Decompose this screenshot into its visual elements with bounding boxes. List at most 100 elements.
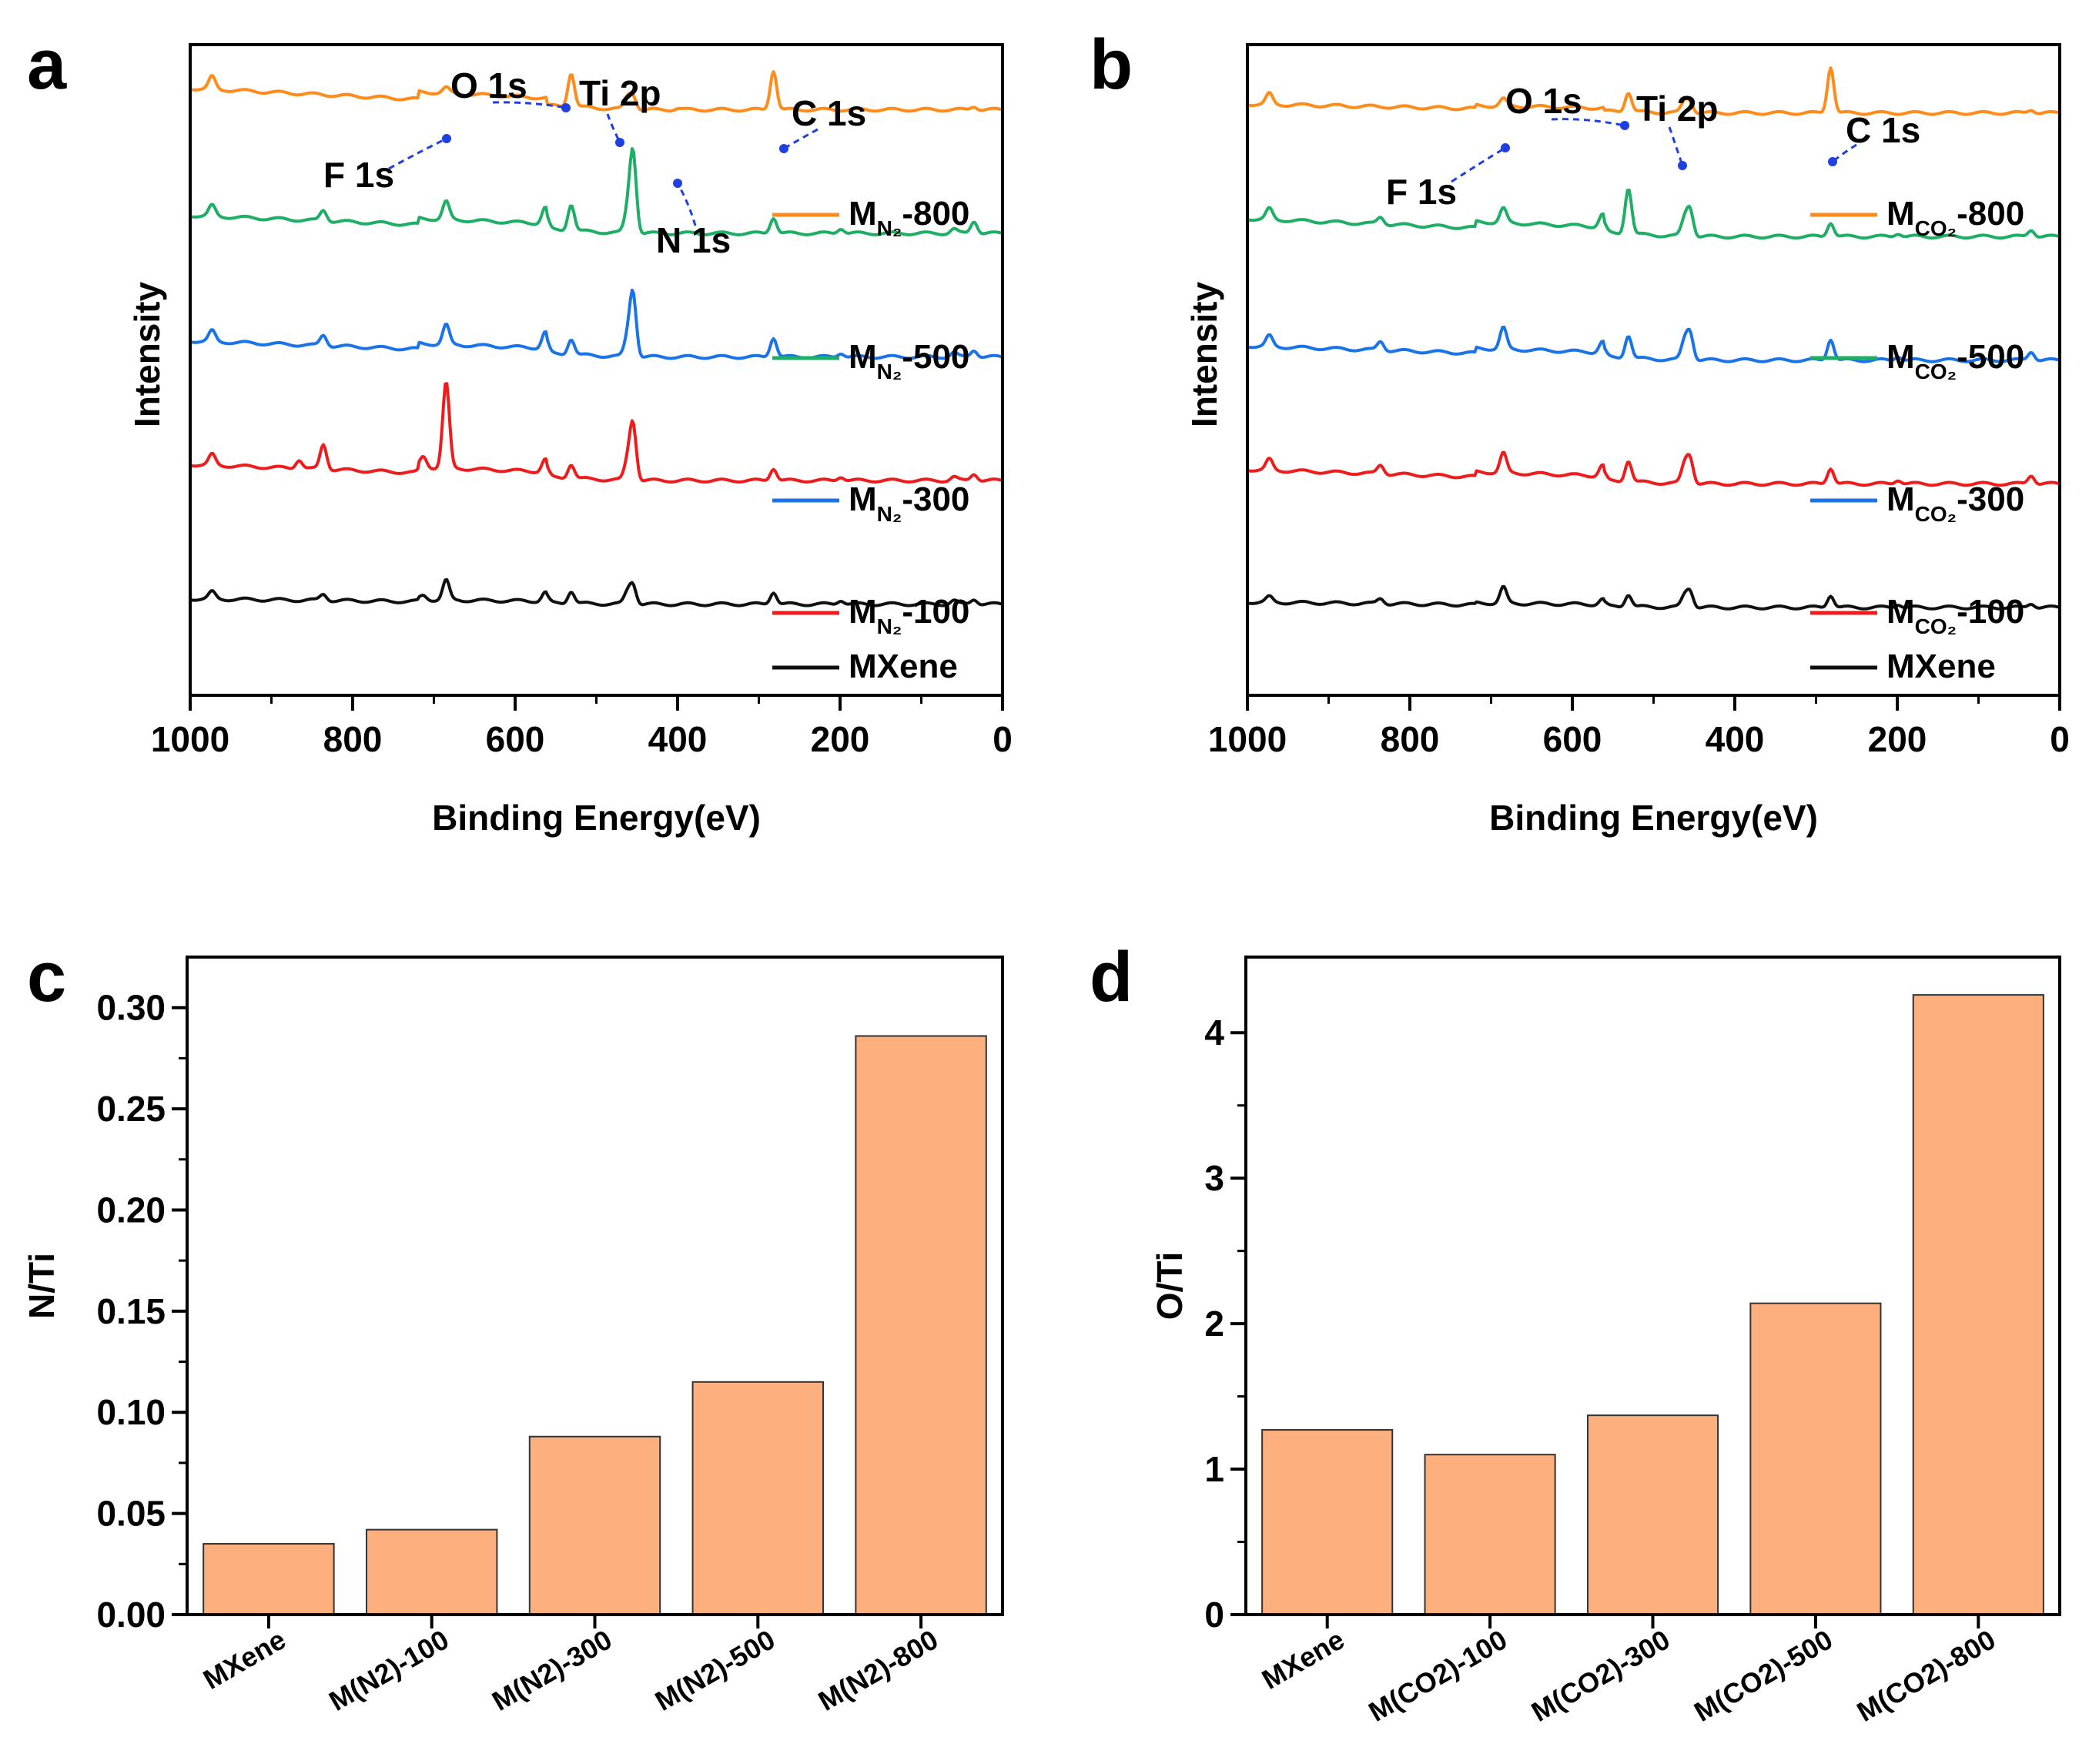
- y-tick-label: 2: [1204, 1304, 1224, 1344]
- legend-base-text: M: [849, 195, 877, 233]
- x-category-label: MXene: [1257, 1623, 1350, 1695]
- y-axis-label: Intensity: [127, 282, 167, 428]
- x-tick-label: 0: [993, 719, 1013, 759]
- bar-mn2-800: [855, 1035, 987, 1615]
- bar-mn2-100: [365, 1528, 498, 1616]
- series-line-mn2-300: [189, 288, 1003, 360]
- annotation-arrow: [388, 137, 447, 170]
- annotation-arrowhead: [673, 179, 682, 188]
- x-tick-label: 600: [486, 719, 545, 759]
- panel-letter: c: [27, 938, 66, 1016]
- annotation-arrow: [492, 101, 567, 109]
- bar-mco2-500: [1749, 1302, 1882, 1616]
- y-tick-label: 1: [1204, 1449, 1224, 1489]
- panel-b-xps-survey-co2: b 1000 800 600 400 200 0 Binding Energy(eV) Inte…: [1090, 25, 2070, 838]
- legend-suffix-text: -100: [902, 593, 969, 631]
- legend-entry-label: MN₂-300: [849, 480, 969, 526]
- annotation-arrow: [606, 113, 621, 143]
- legend-entry-label: MCO₂-300: [1886, 480, 2024, 526]
- peak-annotation-label: C 1s: [792, 93, 866, 133]
- legend-base-text: M: [849, 593, 877, 631]
- legend-subscript-text: N₂: [877, 216, 902, 240]
- x-category-label: M(CO2)-500: [1689, 1623, 1838, 1728]
- peak-annotation-label: N 1s: [656, 220, 731, 260]
- series-line-mco2-100: [1247, 450, 2061, 487]
- series-line-mxene: [1247, 584, 2061, 611]
- legend-suffix-text: -100: [1957, 593, 2024, 631]
- peak-annotation-label: Ti 2p: [1636, 89, 1719, 129]
- annotation-arrowhead: [1620, 121, 1629, 130]
- x-tick-label: 0: [2050, 719, 2070, 759]
- legend-subscript-text: CO₂: [1915, 360, 1957, 383]
- legend-subscript-text: N₂: [877, 614, 902, 638]
- series-line-mco2-800: [1247, 66, 2061, 116]
- legend-entry-label: MXene: [849, 648, 958, 685]
- bar-mn2-500: [691, 1381, 825, 1616]
- y-tick-label: 0.30: [96, 988, 166, 1028]
- y-axis-label: O/Ti: [1150, 1252, 1190, 1320]
- panel-letter: b: [1090, 25, 1133, 104]
- panel-letter: d: [1090, 938, 1133, 1016]
- x-category-label: M(CO2)-300: [1526, 1623, 1676, 1728]
- x-tick-label: 800: [1381, 719, 1440, 759]
- x-tick-label: 600: [1543, 719, 1602, 759]
- peak-annotation-label: Ti 2p: [579, 73, 661, 113]
- y-tick-label: 0.15: [96, 1291, 166, 1331]
- x-category-label: M(N2)-800: [813, 1623, 943, 1717]
- bar-mn2-300: [528, 1435, 661, 1615]
- peak-annotation-label: F 1s: [323, 155, 394, 195]
- y-tick-label: 0.10: [96, 1392, 166, 1432]
- panel-c-n-ti-bar-chart: c MXene M(N2)-100 M(N2)-300 M(N2)-500 M(N2)-8…: [22, 938, 1004, 1717]
- legend-base-text: MXene: [849, 648, 958, 685]
- x-tick-label: 200: [811, 719, 870, 759]
- peak-annotation-label: F 1s: [1386, 172, 1457, 212]
- legend-entry-label: MCO₂-100: [1886, 593, 2024, 638]
- series-line-mn2-100: [189, 382, 1003, 484]
- annotation-arrowhead: [779, 144, 788, 153]
- y-tick-label: 4: [1204, 1013, 1224, 1053]
- bar-mxene: [203, 1543, 335, 1615]
- x-axis-label: Binding Energy(eV): [432, 798, 761, 838]
- panel-letter: a: [27, 25, 67, 104]
- bar-mxene: [1261, 1429, 1394, 1616]
- legend-entry-label: MCO₂-800: [1886, 195, 2024, 240]
- y-tick-label: 0.25: [96, 1089, 166, 1129]
- legend-entry-label: MN₂-100: [849, 593, 969, 638]
- y-tick-label: 0.20: [96, 1190, 166, 1230]
- peak-annotation-label: C 1s: [1846, 110, 1920, 150]
- legend-base-text: M: [1886, 195, 1915, 233]
- y-tick-label: 3: [1204, 1158, 1224, 1198]
- x-category-label: M(CO2)-800: [1852, 1623, 2001, 1728]
- legend-suffix-text: -300: [1957, 480, 2024, 518]
- legend-entry-label: MN₂-800: [849, 195, 969, 240]
- legend-entry-label: MXene: [1886, 648, 1996, 685]
- annotation-arrow: [676, 182, 697, 226]
- legend-base-text: M: [849, 338, 877, 376]
- x-tick-label: 400: [1706, 719, 1765, 759]
- legend-subscript-text: N₂: [877, 502, 902, 526]
- x-tick-label: 400: [648, 719, 708, 759]
- series-line-mco2-500: [1247, 189, 2061, 240]
- legend-subscript-text: CO₂: [1915, 614, 1957, 638]
- annotation-arrow: [1668, 126, 1684, 166]
- legend-entry-label: MN₂-500: [849, 338, 969, 383]
- legend-subscript-text: CO₂: [1915, 502, 1957, 526]
- series-line-mn2-800: [189, 70, 1003, 113]
- annotation-arrowhead: [1501, 143, 1510, 152]
- legend-base-text: MXene: [1886, 648, 1996, 685]
- bar-mco2-800: [1912, 994, 2044, 1615]
- x-category-label: M(N2)-100: [323, 1623, 454, 1717]
- series-line-mn2-500: [189, 147, 1003, 236]
- x-tick-label: 200: [1868, 719, 1927, 759]
- legend-base-text: M: [1886, 338, 1915, 376]
- legend-base-text: M: [1886, 480, 1915, 518]
- series-line-mco2-300: [1247, 325, 2061, 363]
- legend-suffix-text: -800: [1957, 195, 2024, 233]
- legend-base-text: M: [1886, 593, 1915, 631]
- series-line-mxene: [189, 577, 1003, 608]
- legend-subscript-text: N₂: [877, 360, 902, 383]
- legend-suffix-text: -800: [902, 195, 969, 233]
- annotation-arrowhead: [615, 138, 624, 147]
- legend-suffix-text: -500: [902, 338, 969, 376]
